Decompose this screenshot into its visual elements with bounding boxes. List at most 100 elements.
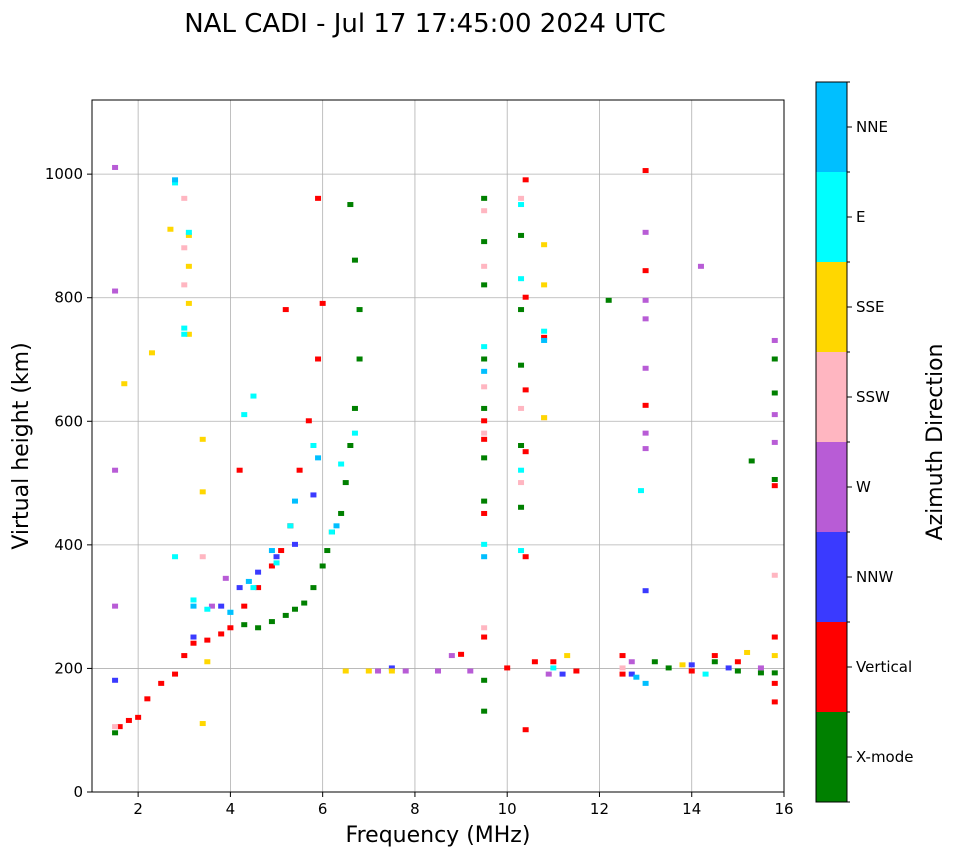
data-point-vertical: [771, 680, 778, 686]
data-point-ssw: [181, 282, 188, 288]
data-point-e: [518, 548, 525, 554]
data-point-x-mode: [481, 498, 488, 504]
data-point-nnw: [112, 677, 119, 683]
data-point-vertical: [255, 585, 262, 591]
data-point-x-mode: [324, 548, 331, 554]
data-point-x-mode: [356, 307, 363, 313]
data-point-vertical: [522, 177, 529, 183]
data-point-e: [541, 328, 548, 334]
data-point-sse: [541, 282, 548, 288]
data-point-ssw: [481, 625, 488, 631]
data-point-e: [351, 430, 358, 436]
data-point-w: [642, 430, 649, 436]
data-point-vertical: [158, 680, 165, 686]
data-point-vertical: [642, 268, 649, 274]
colorbar-tick-label: SSW: [856, 388, 890, 406]
data-point-e: [518, 276, 525, 282]
grid-lines: [92, 100, 785, 793]
colorbar-segment: [816, 352, 847, 442]
data-point-nne: [333, 523, 340, 529]
data-point-nne: [245, 578, 252, 584]
data-point-w: [771, 337, 778, 343]
data-point-nnw: [273, 554, 280, 560]
data-point-w: [112, 164, 119, 170]
colorbar-label: Azimuth Direction: [923, 343, 948, 540]
x-tick-label: 14: [682, 800, 701, 818]
data-point-w: [448, 653, 455, 659]
data-point-nne: [227, 609, 234, 615]
data-point-vertical: [734, 659, 741, 665]
data-point-w: [628, 659, 635, 665]
data-point-x-mode: [282, 612, 289, 618]
data-point-nnw: [628, 671, 635, 677]
data-point-x-mode: [342, 480, 349, 486]
data-point-x-mode: [605, 297, 612, 303]
x-tick-label: 2: [133, 800, 143, 818]
colorbar-segment: [816, 262, 847, 352]
data-point-x-mode: [518, 307, 525, 313]
data-point-x-mode: [481, 239, 488, 245]
data-point-vertical: [282, 307, 289, 313]
data-point-nnw: [388, 665, 395, 671]
x-tick-label: 12: [590, 800, 609, 818]
data-point-ssw: [518, 405, 525, 411]
data-point-sse: [541, 415, 548, 421]
data-point-e: [338, 461, 345, 467]
data-point-x-mode: [351, 405, 358, 411]
data-point-ssw: [481, 208, 488, 214]
data-point-w: [642, 446, 649, 452]
colorbar-segment: [816, 532, 847, 622]
data-point-w: [467, 668, 474, 674]
data-point-vertical: [541, 334, 548, 340]
data-point-x-mode: [711, 659, 718, 665]
data-point-x-mode: [301, 600, 308, 606]
data-point-e: [273, 560, 280, 566]
data-point-vertical: [619, 671, 626, 677]
data-point-sse: [199, 489, 206, 495]
data-point-w: [402, 668, 409, 674]
data-point-e: [637, 488, 644, 494]
data-point-x-mode: [518, 504, 525, 510]
data-point-vertical: [522, 449, 529, 455]
data-point-vertical: [181, 653, 188, 659]
data-point-vertical: [204, 637, 211, 643]
data-point-ssw: [771, 572, 778, 578]
data-point-sse: [199, 436, 206, 442]
data-point-nne: [315, 455, 322, 461]
data-point-x-mode: [771, 390, 778, 396]
data-point-w: [435, 668, 441, 674]
data-point-vertical: [481, 634, 488, 640]
data-point-x-mode: [518, 232, 525, 238]
data-point-vertical: [531, 659, 538, 665]
data-point-x-mode: [291, 606, 298, 612]
data-point-ssw: [481, 430, 488, 436]
data-point-x-mode: [310, 585, 317, 591]
y-tick-label: 0: [73, 783, 83, 801]
data-point-x-mode: [771, 476, 778, 482]
data-point-vertical: [268, 563, 275, 569]
data-point-e: [172, 554, 179, 560]
x-tick-label: 16: [774, 800, 793, 818]
data-point-w: [208, 603, 215, 609]
data-point-nnw: [725, 665, 732, 671]
data-point-e: [518, 202, 525, 208]
data-point-ssw: [181, 195, 188, 201]
data-point-sse: [185, 232, 192, 238]
y-axis-ticks: 0 200 400 600 800 1000: [45, 165, 92, 801]
y-tick-label: 1000: [45, 165, 83, 183]
data-point-x-mode: [255, 625, 262, 631]
data-point-ssw: [481, 263, 488, 269]
data-point-vertical: [619, 653, 626, 659]
data-point-vertical: [236, 467, 243, 473]
colorbar-tick-label: E: [856, 208, 865, 226]
colorbar-segment: [816, 442, 847, 532]
data-point-sse: [185, 263, 192, 269]
data-point-e: [204, 606, 211, 612]
data-point-ssw: [518, 195, 525, 201]
data-point-vertical: [305, 418, 312, 424]
data-point-x-mode: [748, 458, 755, 464]
data-point-e: [185, 229, 192, 235]
data-point-e: [250, 393, 257, 399]
data-point-w: [771, 412, 778, 418]
